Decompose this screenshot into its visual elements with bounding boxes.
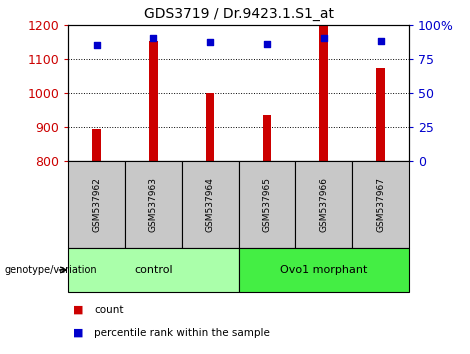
Text: GSM537967: GSM537967 xyxy=(376,177,385,232)
Bar xyxy=(295,161,352,248)
Bar xyxy=(352,161,409,248)
Title: GDS3719 / Dr.9423.1.S1_at: GDS3719 / Dr.9423.1.S1_at xyxy=(143,7,334,21)
Point xyxy=(377,38,384,44)
Bar xyxy=(263,115,271,161)
Point xyxy=(263,41,271,47)
Text: GSM537963: GSM537963 xyxy=(149,177,158,232)
Text: GSM537962: GSM537962 xyxy=(92,177,101,232)
Bar xyxy=(238,248,409,292)
Text: GSM537966: GSM537966 xyxy=(319,177,328,232)
Text: count: count xyxy=(94,305,124,315)
Bar xyxy=(68,248,238,292)
Text: GSM537964: GSM537964 xyxy=(206,177,215,232)
Bar xyxy=(68,161,125,248)
Text: Ovo1 morphant: Ovo1 morphant xyxy=(280,265,368,275)
Bar xyxy=(149,41,157,161)
Text: genotype/variation: genotype/variation xyxy=(5,265,97,275)
Bar xyxy=(182,161,238,248)
Text: percentile rank within the sample: percentile rank within the sample xyxy=(94,328,270,338)
Bar xyxy=(238,161,295,248)
Bar xyxy=(320,26,328,161)
Point xyxy=(320,35,328,41)
Text: ■: ■ xyxy=(73,305,83,315)
Point xyxy=(149,35,157,41)
Text: GSM537965: GSM537965 xyxy=(262,177,271,232)
Text: ■: ■ xyxy=(73,328,83,338)
Bar xyxy=(92,129,101,161)
Point xyxy=(93,42,100,48)
Bar xyxy=(206,93,214,161)
Bar xyxy=(125,161,182,248)
Point xyxy=(206,40,214,45)
Text: control: control xyxy=(134,265,172,275)
Bar xyxy=(376,68,385,161)
